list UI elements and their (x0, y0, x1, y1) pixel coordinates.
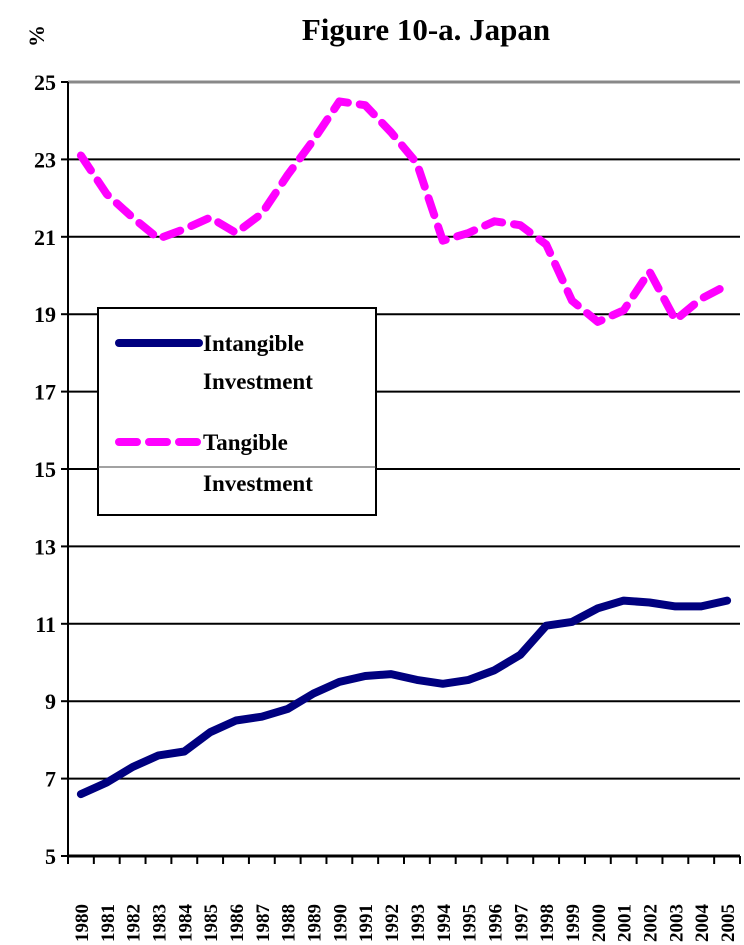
series-lines (76, 97, 732, 799)
x-tick-label-2005: 2005 (718, 904, 739, 942)
x-tick-label-1990: 1990 (330, 904, 351, 942)
y-tick-label-13: 13 (34, 534, 56, 559)
y-tick-label-25: 25 (34, 70, 56, 95)
x-tick-label-1992: 1992 (382, 904, 403, 942)
x-tick-label-1989: 1989 (305, 904, 326, 942)
y-tick-labels: 5 7 9 11 13 15 17 19 21 23 25 (34, 70, 56, 869)
y-tick-label-5: 5 (45, 844, 56, 869)
legend-label-intangible-line2: Investment (203, 369, 313, 394)
x-tick-label-2002: 2002 (641, 904, 662, 942)
y-axis-unit-label: % (24, 25, 49, 47)
y-tick-label-15: 15 (34, 457, 56, 482)
series-line-tangible-investment (76, 97, 732, 326)
legend-label-tangible-line1: Tangible (203, 430, 288, 455)
x-tick-label-1982: 1982 (124, 904, 145, 942)
x-tick-label-1991: 1991 (356, 904, 377, 942)
y-tick-label-11: 11 (35, 612, 56, 637)
y-tick-label-9: 9 (45, 689, 56, 714)
x-tick-label-1995: 1995 (460, 904, 481, 942)
x-tick-label-1986: 1986 (227, 904, 248, 942)
x-tick-label-1987: 1987 (253, 904, 274, 943)
y-tick-label-21: 21 (34, 225, 56, 250)
x-tick-label-1988: 1988 (279, 904, 300, 942)
y-tick-label-7: 7 (45, 767, 56, 792)
y-tick-label-17: 17 (34, 380, 56, 405)
x-tick-label-2003: 2003 (666, 904, 687, 942)
legend-label-intangible-line1: Intangible (203, 331, 304, 356)
x-tick-label-1994: 1994 (434, 904, 455, 943)
x-tick-label-1998: 1998 (537, 904, 558, 942)
y-tick-label-19: 19 (34, 302, 56, 327)
axes (61, 81, 741, 864)
x-tick-label-1981: 1981 (98, 904, 119, 942)
x-tick-label-1985: 1985 (201, 904, 222, 942)
x-tick-label-1980: 1980 (72, 904, 93, 942)
x-tick-label-1997: 1997 (511, 904, 532, 943)
x-tick-labels: 1980 1981 1982 1983 1984 1985 1986 1987 1988 1989… (72, 904, 739, 943)
y-tick-label-23: 23 (34, 147, 56, 172)
x-tick-label-1993: 1993 (408, 904, 429, 942)
x-tick-label-2004: 2004 (692, 904, 713, 943)
chart-title: Figure 10-a. Japan (302, 12, 550, 47)
legend-label-tangible-line2: Investment (203, 471, 313, 496)
x-tick-label-1996: 1996 (485, 904, 506, 942)
x-tick-label-2000: 2000 (589, 904, 610, 942)
x-tick-label-1983: 1983 (149, 904, 170, 942)
legend: Intangible Investment Tangible Investmen… (97, 307, 377, 516)
x-tick-label-1999: 1999 (563, 904, 584, 942)
series-line-intangible-investment (76, 596, 732, 799)
x-tick-label-1984: 1984 (175, 904, 196, 943)
x-tick-label-2001: 2001 (615, 904, 636, 942)
